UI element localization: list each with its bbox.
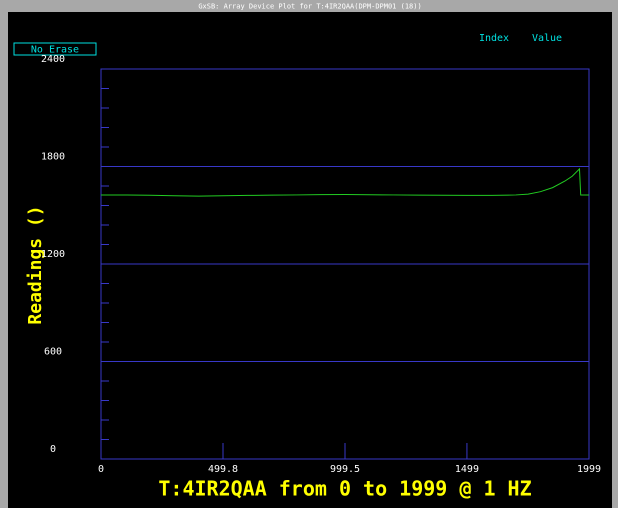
y-axis-label: Readings () [25,205,46,324]
title-bar [0,0,618,12]
x-axis-label: T:4IR2QAA from 0 to 1999 @ 1 HZ [158,477,531,501]
data-line [101,167,589,197]
no-erase-label[interactable]: No Erase [31,45,79,56]
y-tick-label: 600 [44,347,62,358]
y-tick-label: 1800 [41,152,65,163]
index-label: Index [479,33,509,44]
no-erase-button[interactable] [13,42,97,56]
window-title: GxSB: Array Device Plot for T:4IR2QAA(DP… [198,3,421,11]
right-border [612,0,618,508]
x-tick-label: 999.5 [330,464,360,475]
x-tick-label: 1499 [455,464,479,475]
left-border [0,0,8,508]
x-tick-label: 499.8 [208,464,238,475]
value-label: Value [532,33,562,44]
y-tick-label: 0 [50,444,56,455]
y-tick-label: 1200 [41,249,65,260]
y-tick-label: 2400 [41,54,65,65]
x-tick-label: 1999 [577,464,601,475]
x-tick-label: 0 [98,464,104,475]
